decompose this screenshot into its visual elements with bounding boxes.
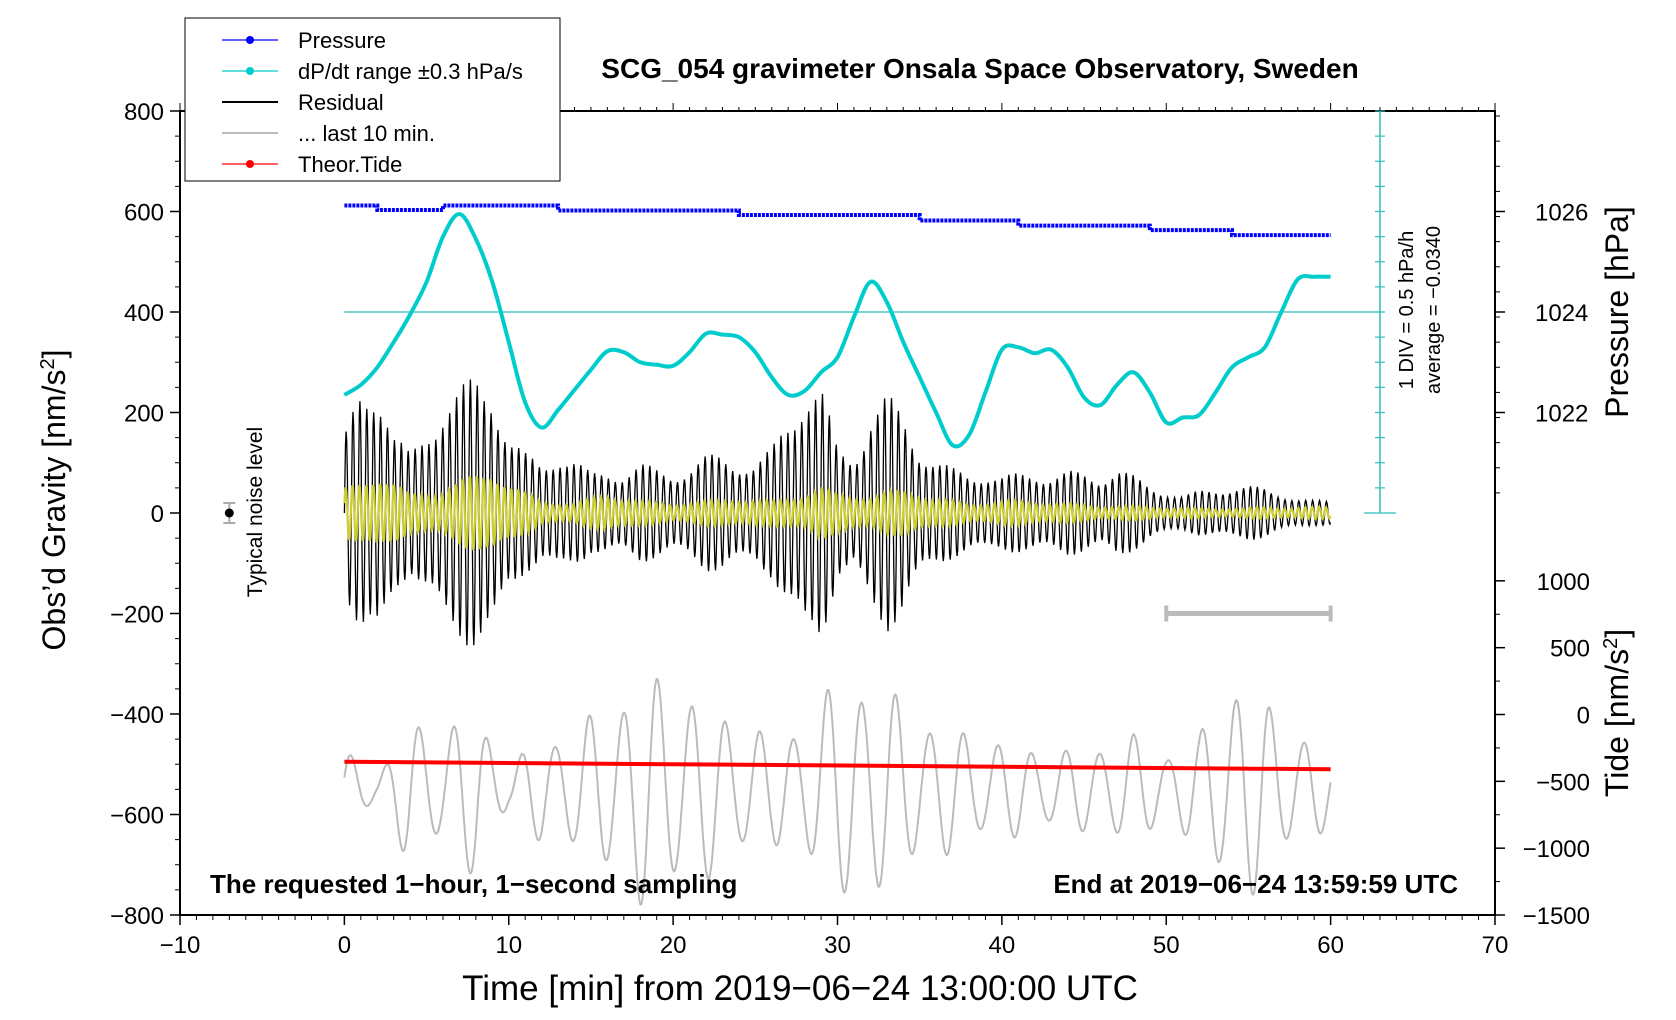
noise-point [224,508,234,518]
legend-label-dpdt: dP/dt range ±0.3 hPa/s [298,59,523,84]
tide-tick-label: 0 [1577,703,1590,730]
y-tick-label: 200 [124,401,164,428]
annotation-bottom-left: The requested 1−hour, 1−second sampling [210,869,737,899]
tide-tick-label: −1500 [1523,903,1590,930]
legend: Pressure dP/dt range ±0.3 hPa/s Residual… [184,17,561,182]
series-dpdt [343,212,1331,449]
y-tick-label: −200 [110,602,164,629]
x-tick-label: 20 [660,932,687,959]
series-last-10-min [343,677,1332,906]
y-axis-label-left: Obs’d Gravity [nm/s2] [36,350,72,651]
pressure-tick-label: 1026 [1535,200,1588,227]
legend-box [184,17,561,182]
y-tick-label: 0 [151,501,164,528]
tide-tick-label: −500 [1536,769,1590,796]
tide-tick-label: 500 [1550,636,1590,663]
x-tick-label: 50 [1153,932,1180,959]
y-tick-label: 400 [124,300,164,327]
legend-marker-tide [246,160,254,168]
y-tick-label: 800 [124,99,164,126]
pressure-tick-label: 1024 [1535,300,1588,327]
legend-label-tide: Theor.Tide [298,152,402,177]
series-theor-tide [344,759,1331,772]
legend-label-pressure: Pressure [298,28,386,53]
x-tick-label: 30 [824,932,851,959]
legend-label-last10: ... last 10 min. [298,121,435,146]
pressure-tick-label: 1022 [1535,401,1588,428]
annotation-bottom-right: End at 2019−06−24 13:59:59 UTC [1053,869,1458,899]
average-label: average = −0.0340 [1423,226,1445,394]
y-tick-label: −400 [110,702,164,729]
y-tick-label: −600 [110,803,164,830]
y-axis-label-pressure: Pressure [hPa] [1599,206,1635,418]
series-pressure [344,203,1331,238]
x-tick-label: 10 [495,932,522,959]
series-filtered [343,475,1332,551]
div-label: 1 DIV = 0.5 hPa/h [1396,231,1418,389]
x-tick-label: 0 [338,932,351,959]
y-tick-label: 600 [124,200,164,227]
x-tick-label: 40 [989,932,1016,959]
tide-tick-label: 1000 [1537,569,1590,596]
x-tick-label: −10 [160,932,201,959]
tide-tick-label: −1000 [1523,836,1590,863]
y-axis-label-tide: Tide [nm/s2] [1599,629,1635,797]
noise-level-label: Typical noise level [244,427,267,597]
chart-title: SCG_054 gravimeter Onsala Space Observat… [601,53,1358,84]
x-axis-label: Time [min] from 2019−06−24 13:00:00 UTC [462,969,1138,1008]
legend-marker-dpdt [246,67,254,75]
legend-marker-pressure [246,36,254,44]
legend-label-residual: Residual [298,90,384,115]
y-tick-label: −800 [110,903,164,930]
x-tick-label: 60 [1317,932,1344,959]
x-tick-label: 70 [1482,932,1509,959]
